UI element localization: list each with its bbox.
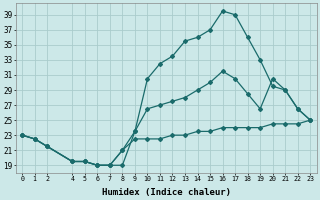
X-axis label: Humidex (Indice chaleur): Humidex (Indice chaleur) [102, 188, 231, 197]
